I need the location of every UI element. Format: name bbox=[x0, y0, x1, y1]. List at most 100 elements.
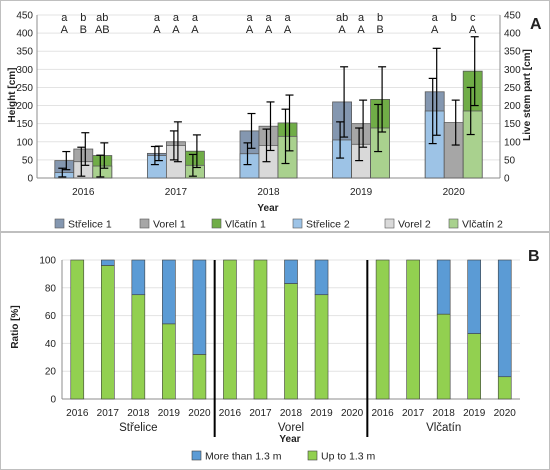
x-tick-label-b: 2020 bbox=[494, 408, 517, 419]
bar-up-to-1.3m bbox=[131, 294, 146, 400]
panel-b-label: B bbox=[528, 248, 540, 265]
significance-letter-upper: ab bbox=[96, 12, 108, 24]
y-tick-label-a: 50 bbox=[22, 155, 34, 166]
bar-Vlčatín 2 bbox=[184, 164, 205, 179]
x-tick-label-a: 2018 bbox=[257, 187, 280, 198]
bar-more-than-1.3m bbox=[467, 259, 482, 334]
significance-letter-lower: A bbox=[172, 24, 180, 36]
x-tick-label-b: 2017 bbox=[402, 408, 425, 419]
bar-up-to-1.3m bbox=[375, 259, 390, 400]
significance-letter-lower: AB bbox=[95, 24, 110, 36]
y-tick-label-a: 300 bbox=[16, 65, 33, 76]
significance-letter-lower: B bbox=[80, 24, 87, 36]
y-axis-title-a: Height [cm] bbox=[7, 68, 18, 123]
y-tick-label-a: 100 bbox=[16, 137, 33, 148]
x-tick-label-b: 2018 bbox=[127, 408, 150, 419]
bar-more-than-1.3m bbox=[192, 259, 207, 355]
significance-letter-lower: A bbox=[284, 24, 292, 36]
x-tick-label-b: 2019 bbox=[310, 408, 333, 419]
bar-Vlčatín 2 bbox=[370, 127, 391, 179]
bars-b bbox=[70, 259, 512, 400]
bar-Střelice 2 bbox=[239, 153, 260, 179]
bar-more-than-1.3m bbox=[101, 259, 115, 266]
legend-swatch bbox=[448, 218, 459, 229]
legend-label: Vlčatín 2 bbox=[462, 219, 503, 231]
bar-up-to-1.3m bbox=[436, 313, 451, 400]
y-tick-label-b: 60 bbox=[45, 311, 57, 322]
y-tick-label-b: 0 bbox=[50, 395, 56, 406]
bar-up-to-1.3m bbox=[192, 354, 207, 400]
significance-letter-lower: A bbox=[469, 24, 477, 36]
legend-swatch bbox=[54, 218, 65, 229]
y-tick-label-right-a: 0 bbox=[504, 174, 510, 185]
x-tick-label-b: 2018 bbox=[433, 408, 456, 419]
significance-letter-upper: ab bbox=[336, 12, 348, 24]
significance-letter-upper: c bbox=[470, 12, 476, 24]
significance-letter-upper: a bbox=[61, 12, 68, 24]
y-tick-label-a: 0 bbox=[27, 174, 33, 185]
y-tick-label-right-a: 450 bbox=[504, 11, 521, 22]
x-tick-label-b: 2016 bbox=[371, 408, 394, 419]
y-tick-label-right-a: 50 bbox=[504, 155, 516, 166]
significance-letter-upper: a bbox=[432, 12, 439, 24]
y-tick-label-right-a: 200 bbox=[504, 101, 521, 112]
significance-letter-lower: A bbox=[61, 24, 69, 36]
y-tick-label-right-a: 350 bbox=[504, 47, 521, 58]
y-tick-label-right-a: 300 bbox=[504, 65, 521, 76]
bar-up-to-1.3m bbox=[314, 294, 329, 400]
bar-up-to-1.3m bbox=[70, 259, 85, 400]
x-tick-label-b: 2020 bbox=[188, 408, 211, 419]
bar-more-than-1.3m bbox=[314, 259, 329, 296]
legend-swatch bbox=[384, 218, 395, 229]
ticks-a: 0 0 50 50 100 100 150 150 200 200 250 250 300 300 350 3… bbox=[16, 11, 521, 199]
significance-letter-upper: a bbox=[358, 12, 365, 24]
bar-Střelice 2 bbox=[332, 139, 353, 179]
significance-letter-lower: A bbox=[246, 24, 254, 36]
x-tick-label-a: 2016 bbox=[72, 187, 95, 198]
bar-more-than-1.3m bbox=[436, 259, 451, 315]
legend-label: Up to 1.3 m bbox=[321, 451, 376, 463]
y-tick-label-right-a: 150 bbox=[504, 119, 521, 130]
x-axis-title-a: Year bbox=[257, 203, 278, 214]
y-tick-label-a: 250 bbox=[16, 83, 33, 94]
bar-Vorel 1 bbox=[443, 122, 464, 179]
legend-label: More than 1.3 m bbox=[205, 451, 282, 463]
bar-Vlčatín 2 bbox=[92, 165, 113, 179]
x-tick-label-b: 2020 bbox=[341, 408, 364, 419]
significance-letter-lower: A bbox=[191, 24, 199, 36]
legend-label: Vorel 2 bbox=[398, 219, 431, 231]
bar-more-than-1.3m bbox=[131, 259, 146, 296]
y-tick-label-right-a: 100 bbox=[504, 137, 521, 148]
x-tick-label-a: 2019 bbox=[350, 187, 373, 198]
y-tick-label-b: 100 bbox=[39, 256, 56, 267]
y-axis-title-b: Ratio [%] bbox=[10, 305, 21, 348]
y-tick-label-right-a: 250 bbox=[504, 83, 521, 94]
x-tick-label-b: 2016 bbox=[219, 408, 242, 419]
y-tick-label-a: 150 bbox=[16, 119, 33, 130]
significance-letter-lower: A bbox=[357, 24, 365, 36]
significance-letter-lower: A bbox=[338, 24, 346, 36]
group-label: Střelice bbox=[119, 422, 157, 434]
ticks-b: 0 20 40 60 80 100 2016 2017 2018 2019 2020 2016 2017… bbox=[39, 256, 516, 435]
significance-letter-lower: A bbox=[431, 24, 439, 36]
significance-letter-upper: a bbox=[192, 12, 199, 24]
bar-up-to-1.3m bbox=[497, 376, 512, 400]
chart-b: B Ratio [%] Year 0 20 40 60 80 100 2016 2017 201… bbox=[0, 232, 550, 470]
bar-Vlčatín 2 bbox=[277, 135, 298, 179]
legend-swatch bbox=[211, 218, 222, 229]
legend-a: Střelice 1 Vorel 1 Vlčatín 1 Střelice 2 Vore… bbox=[54, 218, 503, 231]
legend-label: Vlčatín 1 bbox=[225, 219, 266, 231]
bar-more-than-1.3m bbox=[162, 259, 176, 325]
y-tick-label-a: 200 bbox=[16, 101, 33, 112]
bar-Střelice 2 bbox=[146, 155, 167, 179]
x-tick-label-a: 2017 bbox=[165, 187, 188, 198]
bar-up-to-1.3m bbox=[406, 259, 420, 400]
bar-Vlčatín 2 bbox=[462, 110, 483, 179]
y-tick-label-b: 20 bbox=[45, 367, 57, 378]
y-tick-label-a: 450 bbox=[16, 11, 33, 22]
x-tick-label-b: 2017 bbox=[249, 408, 272, 419]
legend-swatch bbox=[139, 218, 150, 229]
legend-b: More than 1.3 m Up to 1.3 m bbox=[191, 451, 376, 463]
bar-up-to-1.3m bbox=[223, 259, 237, 400]
